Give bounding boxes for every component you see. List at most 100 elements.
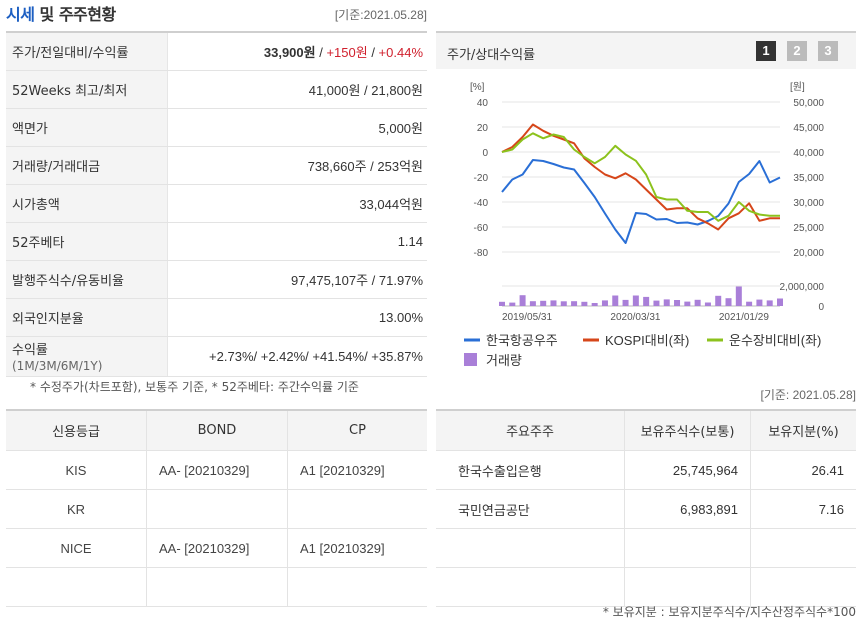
volume-bar [509, 302, 516, 306]
left-tick-label: 40 [477, 98, 489, 109]
left-tick-label: -60 [474, 223, 489, 234]
holders-footnote: * 보유지분 : 보유지분주식수/지수산정주식수*100 [602, 605, 856, 619]
volume-bar [612, 295, 619, 306]
holder-shares [624, 567, 751, 607]
volume-tick-label: 2,000,000 [780, 282, 825, 293]
legend-swatch [464, 353, 477, 366]
right-tick-label: 40,000 [793, 148, 824, 159]
volume-bar [715, 295, 722, 306]
volume-bar [591, 303, 598, 306]
left-axis-unit: [%] [470, 82, 485, 93]
cp-cell: A1 [20210329] [287, 450, 427, 490]
cp-cell: A1 [20210329] [287, 528, 427, 568]
holder-pct: 7.16 [750, 489, 856, 529]
table-header-row: 신용등급 BOND CP [6, 409, 427, 451]
right-tick-label: 20,000 [793, 248, 824, 259]
left-tick-label: 0 [482, 148, 488, 159]
table-row [436, 567, 856, 607]
volume-bar [499, 301, 505, 306]
chart-legend: 한국항공우주 KOSPI대비(좌) 운수장비대비(좌) 거래량 [464, 333, 821, 368]
volume-bar [519, 295, 526, 306]
row-value: 1.14 [167, 222, 427, 261]
return-sublabel: (1M/3M/6M/1Y) [12, 359, 103, 373]
table-row: 액면가 5,000원 [6, 108, 427, 147]
table-row: KR [6, 489, 427, 529]
chart-panel [436, 31, 856, 381]
table-row [6, 567, 427, 607]
volume-bar [725, 298, 732, 306]
row-value: 97,475,107주 / 71.97% [167, 260, 427, 299]
legend-label: 한국항공우주 [486, 333, 558, 348]
volume-bar [663, 299, 670, 306]
return-label: 수익률 [12, 343, 48, 358]
table-row: 국민연금공단 6,983,891 7.16 [436, 489, 856, 529]
volume-bar [632, 295, 639, 306]
x-tick-label: 2021/01/29 [719, 312, 769, 323]
volume-bar [653, 300, 660, 306]
series-line [501, 132, 780, 222]
right-tick-label: 25,000 [793, 223, 824, 234]
legend-label: KOSPI대비(좌) [605, 333, 689, 348]
volume-bar [735, 286, 742, 306]
series-line [501, 123, 780, 231]
row-value: 738,660주 / 253억원 [167, 146, 427, 185]
table-row: 수익률 (1M/3M/6M/1Y) +2.73%/ +2.42%/ +41.54%… [6, 336, 427, 377]
table-row: KIS AA- [20210329] A1 [20210329] [6, 450, 427, 490]
price-change-value: 33,900원 / +150원 / +0.44% [167, 31, 427, 71]
x-tick-label: 2019/05/31 [502, 312, 552, 323]
right-tick-label: 45,000 [793, 123, 824, 134]
row-label: 주가/전일대비/수익률 [6, 31, 168, 71]
left-tick-label: -80 [474, 248, 489, 259]
row-label: 수익률 (1M/3M/6M/1Y) [6, 336, 168, 377]
right-axis-unit: [원] [790, 81, 805, 93]
right-tick-label: 30,000 [793, 198, 824, 209]
table-row: 주가/전일대비/수익률 33,900원 / +150원 / +0.44% [6, 31, 427, 71]
holder-shares: 6,983,891 [624, 489, 751, 529]
legend-label: 운수장비대비(좌) [729, 333, 821, 348]
price-info-table: 주가/전일대비/수익률 33,900원 / +150원 / +0.44% 52W… [6, 31, 427, 377]
volume-bar [766, 300, 773, 306]
volume-bar [550, 300, 557, 306]
period-button-3[interactable]: 3 [818, 41, 838, 61]
table-header-row: 주요주주 보유주식수(보통) 보유지분(%) [436, 409, 856, 451]
chart-title: 주가/상대수익률 [447, 48, 536, 63]
period-button-1[interactable]: 1 [756, 41, 776, 61]
holders-as-of-date: [기준: 2021.05.28] [760, 388, 856, 402]
row-label: 52Weeks 최고/최저 [6, 70, 168, 109]
major-shareholders-table: 주요주주 보유주식수(보통) 보유지분(%) 한국수출입은행 25,745,96… [436, 409, 856, 607]
row-label: 액면가 [6, 108, 168, 147]
return-values: +2.73%/ +2.42%/ +41.54%/ +35.87% [167, 336, 427, 377]
holder-shares: 25,745,964 [624, 450, 751, 490]
x-tick-label: 2020/03/31 [610, 312, 660, 323]
stock-chart: [%] [원] 40 20 0 -20 -40 -60 -80 50,000 45,000 40,… [464, 81, 825, 368]
bond-cell [146, 567, 288, 607]
table-row: 외국인지분율 13.00% [6, 298, 427, 337]
holder-pct [750, 528, 856, 568]
volume-bar [581, 301, 588, 306]
period-button-2[interactable]: 2 [787, 41, 807, 61]
section-title-sub: 및 주주현황 [39, 5, 117, 24]
volume-bar [674, 300, 681, 306]
table-row: 한국수출입은행 25,745,964 26.41 [436, 450, 856, 490]
left-tick-label: -20 [474, 173, 489, 184]
chart-panel-header [436, 33, 856, 69]
row-value: 33,044억원 [167, 184, 427, 223]
right-tick-label: 35,000 [793, 173, 824, 184]
table-row: NICE AA- [20210329] A1 [20210329] [6, 528, 427, 568]
left-tick-label: -40 [474, 198, 489, 209]
table-row: 발행주식수/유동비율 97,475,107주 / 71.97% [6, 260, 427, 299]
price-change-rate: +0.44% [378, 44, 423, 60]
row-label: 거래량/거래대금 [6, 146, 168, 185]
agency-cell: KR [6, 489, 147, 529]
holder-pct: 26.41 [750, 450, 856, 490]
volume-bar [601, 300, 608, 306]
col-header: CP [287, 409, 427, 451]
holder-name [436, 528, 625, 568]
volume-bar [777, 298, 783, 306]
agency-cell: NICE [6, 528, 147, 568]
col-header: BOND [146, 409, 288, 451]
volume-bar [684, 301, 691, 306]
volume-bar [529, 301, 536, 306]
row-label: 시가총액 [6, 184, 168, 223]
bond-cell [146, 489, 288, 529]
